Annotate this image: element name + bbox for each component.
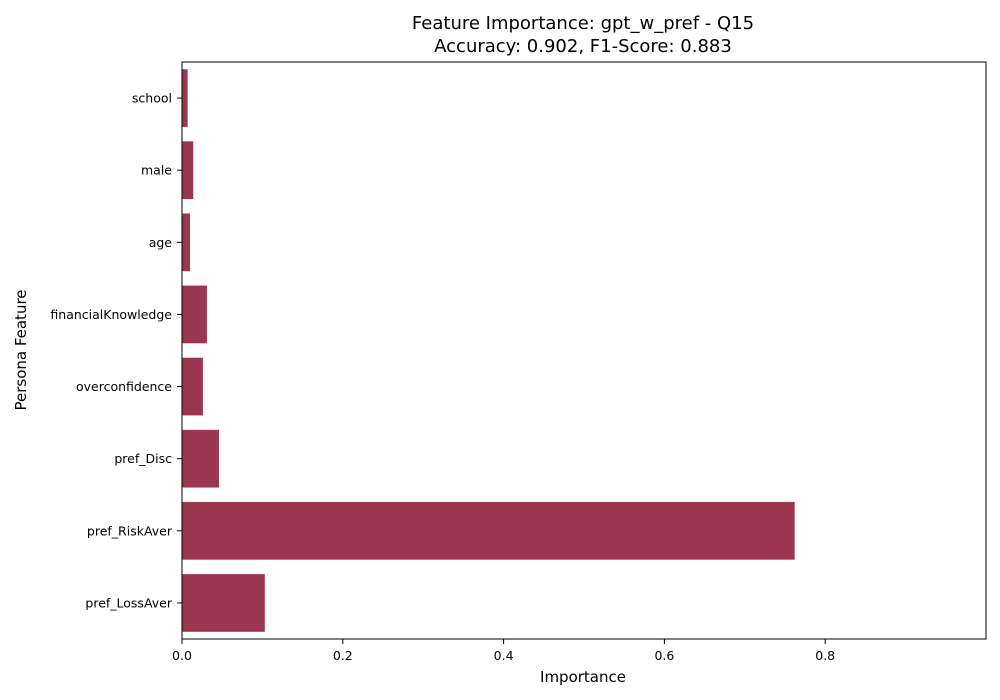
y-tick-label: overconfidence — [76, 379, 172, 394]
x-tick-label: 0.6 — [654, 648, 674, 663]
x-tick-label: 0.2 — [333, 648, 353, 663]
y-axis-ticks: school male age financialKnowledge overconfi… — [50, 91, 182, 610]
bar-pref_LossAver — [182, 574, 265, 632]
chart-subtitle: Accuracy: 0.902, F1-Score: 0.883 — [434, 36, 732, 57]
bar-pref_RiskAver — [182, 501, 795, 560]
x-axis-ticks: 0.0 0.2 0.4 0.6 0.8 — [172, 639, 835, 663]
plot-area-frame — [181, 61, 987, 640]
bar-male — [182, 141, 194, 200]
bar-financialKnowledge — [182, 285, 207, 344]
bar-group — [182, 69, 795, 632]
bar-overconfidence — [182, 357, 203, 416]
bar-pref_Disc — [182, 429, 219, 488]
bar-school — [182, 69, 188, 127]
x-axis-label: Importance — [540, 668, 626, 686]
x-tick-label: 0.0 — [172, 648, 192, 663]
x-tick-label: 0.8 — [815, 648, 835, 663]
x-tick-label: 0.4 — [494, 648, 514, 663]
y-tick-label: school — [132, 91, 172, 106]
y-tick-label: male — [141, 163, 172, 178]
y-tick-label: pref_LossAver — [85, 595, 172, 610]
chart-title: Feature Importance: gpt_w_pref - Q15 — [412, 13, 754, 34]
y-tick-label: age — [149, 235, 173, 250]
y-tick-label: pref_Disc — [114, 451, 172, 466]
y-tick-label: pref_RiskAver — [87, 523, 173, 538]
bar-age — [182, 213, 191, 272]
y-axis-label: Persona Feature — [12, 289, 30, 410]
y-tick-label: financialKnowledge — [50, 307, 172, 322]
